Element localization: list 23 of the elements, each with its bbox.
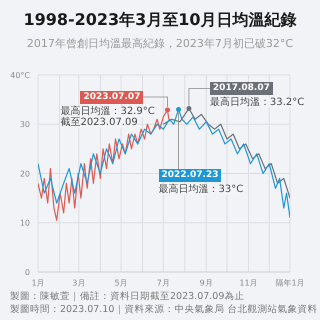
y-tick-label: 10 (20, 218, 30, 228)
text: 製圖：陳敏萱｜備註：資料日期截至2023.07.09為止 (10, 291, 244, 302)
text: 製圖時間：2023.07.10｜資料來源：中央氣象局 台北觀測站氣象資料 (10, 304, 318, 315)
x-tick-label: 隔年1月 (275, 278, 305, 288)
y-tick-label: 40°C (10, 70, 30, 80)
annotation: 最高日均溫：33.2°C (210, 97, 304, 108)
chart-title: 1998-2023年3月至10月日均溫紀錄 (23, 10, 297, 29)
x-tick-label: 1月 (31, 278, 45, 288)
y-tick-label: 0 (24, 268, 30, 277)
annotation: 2022.07.23 (162, 170, 218, 180)
x-tick-label: 7月 (156, 278, 170, 288)
x-tick-label: 11月 (239, 278, 258, 288)
y-tick-label: 30 (20, 120, 30, 130)
annotation: 截至2023.07.09 (60, 116, 138, 128)
x-tick-label: 5月 (114, 278, 128, 288)
annotation: 最高日均溫：33°C (158, 184, 244, 196)
annotation: 2023.07.07 (83, 92, 140, 102)
annotation: 2017.08.07 (212, 83, 270, 94)
annotation: 最高日均溫：32.9°C (60, 106, 155, 117)
y-tick-label: 20 (20, 169, 30, 178)
x-tick-label: 9月 (200, 278, 213, 288)
chart-subtitle: 2017年曾創日均溫最高紀錄，2023年7月初已破32°C (26, 37, 294, 50)
x-tick-label: 3月 (72, 278, 86, 288)
